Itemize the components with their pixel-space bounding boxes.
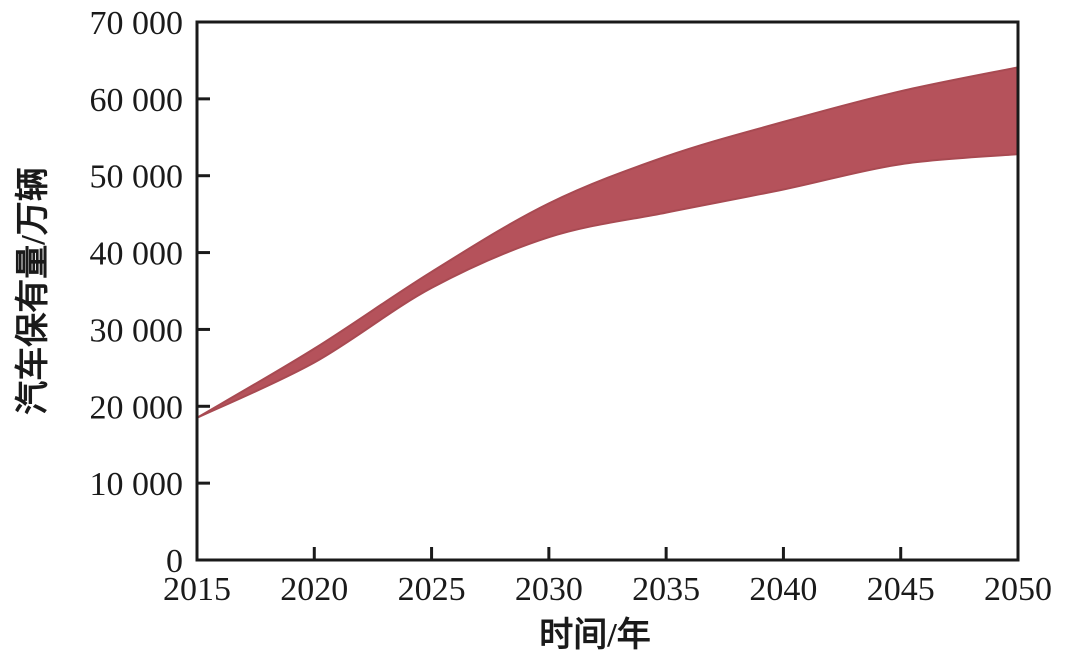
y-tick-label: 10 000 bbox=[90, 466, 184, 503]
y-axis-tick-labels: 0 10 000 20 000 30 000 40 000 50 000 60 000 70 … bbox=[90, 5, 184, 580]
plot-border bbox=[195, 20, 1020, 562]
y-tick-label: 60 000 bbox=[90, 82, 184, 119]
y-axis-ticks bbox=[197, 20, 210, 562]
x-tick-label: 2030 bbox=[515, 571, 583, 608]
x-axis-ticks bbox=[195, 547, 1020, 560]
x-tick-label: 2020 bbox=[280, 571, 348, 608]
x-tick-label: 2035 bbox=[632, 571, 700, 608]
x-axis-tick-labels: 2015 2020 2025 2030 2035 2040 2045 2050 bbox=[163, 571, 1052, 608]
band-upper-edge bbox=[196, 66, 1019, 419]
y-tick-label: 40 000 bbox=[90, 236, 184, 273]
y-tick-label: 20 000 bbox=[90, 389, 184, 426]
x-tick-label: 2040 bbox=[749, 571, 817, 608]
x-tick-label: 2025 bbox=[398, 571, 466, 608]
y-axis-title: 汽车保有量/万辆 bbox=[14, 167, 52, 414]
y-tick-label: 70 000 bbox=[90, 5, 184, 42]
x-tick-label: 2050 bbox=[984, 571, 1052, 608]
x-axis-title: 时间/年 bbox=[539, 616, 650, 654]
y-tick-label: 0 bbox=[166, 543, 183, 580]
y-tick-label: 30 000 bbox=[90, 312, 184, 349]
y-tick-label: 50 000 bbox=[90, 159, 184, 196]
band-lower-edge bbox=[196, 153, 1019, 419]
scenario-band bbox=[197, 67, 1018, 418]
x-tick-label: 2015 bbox=[163, 571, 231, 608]
x-tick-label: 2045 bbox=[867, 571, 935, 608]
